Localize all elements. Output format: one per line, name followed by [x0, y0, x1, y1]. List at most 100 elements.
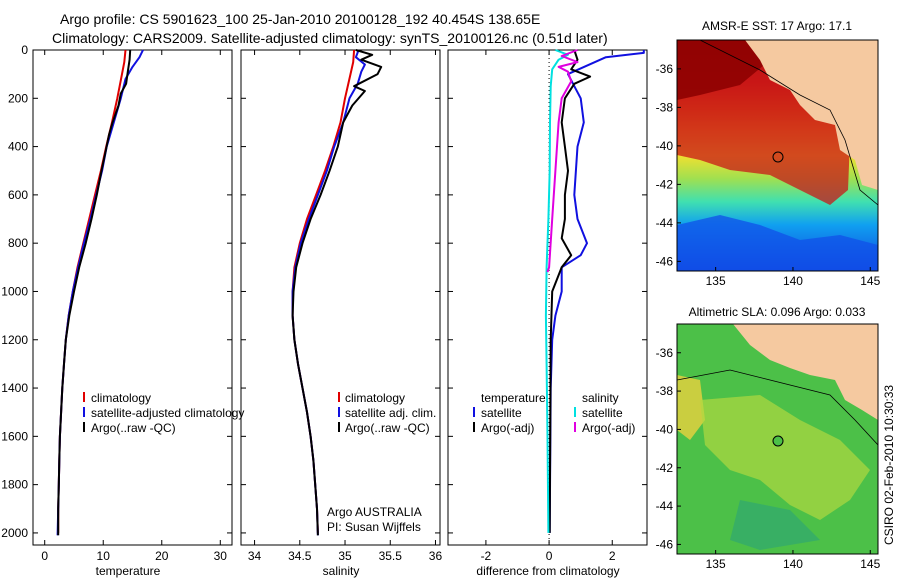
- sla-map-frame: [676, 323, 879, 555]
- annotation-argo-australia: Argo AUSTRALIA: [327, 505, 422, 519]
- temperature-legend: climatology satellite-adjusted climatolo…: [83, 391, 244, 435]
- sst-argo-marker: [772, 151, 784, 163]
- legend-label-satellite: satellite adj. clim.: [345, 406, 436, 420]
- x-tick-label: 0: [546, 549, 553, 563]
- x-tick-label: 36: [429, 549, 443, 563]
- map-x-tick-label: 140: [783, 274, 803, 288]
- legend-label-sal-satellite: satellite: [582, 406, 623, 420]
- map-y-tick-label: -42: [656, 177, 674, 191]
- credit-label: CSIRO 02-Feb-2010 10:30:33: [882, 385, 896, 545]
- y-tick-label: 800: [8, 236, 28, 250]
- map-x-tick-label: 135: [706, 274, 726, 288]
- y-tick-label: 600: [8, 188, 28, 202]
- legend-header-salinity: salinity: [582, 391, 619, 405]
- sst-map-title: AMSR-E SST: 17 Argo: 17.1: [702, 19, 852, 33]
- map-x-tick-label: 135: [706, 557, 726, 571]
- x-tick-label: -2: [481, 549, 492, 563]
- series-line-satellite-adj-clim: [291, 49, 366, 536]
- sla-high-blob: [677, 375, 705, 440]
- x-tick-label: 35: [338, 549, 352, 563]
- map-x-tick-label: 145: [860, 557, 880, 571]
- map-x-tick-label: 140: [783, 557, 803, 571]
- y-tick-label: 1400: [1, 381, 28, 395]
- sla-coastline: [677, 369, 878, 446]
- difference-xlabel: difference from climatology: [476, 564, 619, 578]
- title-line2: Climatology: CARS2009. Satellite-adjuste…: [52, 30, 608, 46]
- sst-cold-patch: [677, 215, 878, 271]
- legend-label-temp-satellite: satellite: [481, 406, 522, 420]
- sla-low-patch: [730, 500, 820, 550]
- map-y-tick-label: -38: [656, 100, 674, 114]
- map-y-tick-label: -36: [656, 346, 674, 360]
- y-tick-label: 1800: [1, 478, 28, 492]
- x-tick-label: 35.5: [379, 549, 403, 563]
- series-line-argo-raw-qc: [57, 49, 132, 536]
- y-tick-label: 1200: [1, 333, 28, 347]
- x-tick-label: 10: [97, 549, 111, 563]
- temperature-axes: [32, 49, 233, 546]
- series-line-satellite-adjusted-climatology: [56, 49, 144, 536]
- map-y-tick-label: -40: [656, 422, 674, 436]
- title-line1: Argo profile: CS 5901623_100 25-Jan-2010…: [60, 11, 540, 27]
- series-line-argo-raw-qc: [291, 49, 383, 536]
- legend-label-climatology: climatology: [91, 391, 151, 405]
- sst-map-frame: [676, 39, 879, 272]
- x-tick-label: 0: [41, 549, 48, 563]
- series-line-climatology: [57, 49, 127, 533]
- map-y-tick-label: -46: [656, 254, 674, 268]
- temperature-plot: 0 10 20 30: [33, 49, 232, 563]
- map-y-tick-label: -40: [656, 139, 674, 153]
- salinity-plot: 34 34.5 35 35.5 36: [241, 49, 443, 563]
- annotation-pi: PI: Susan Wijffels: [327, 520, 421, 534]
- y-tick-label: 200: [8, 91, 28, 105]
- map-y-tick-label: -38: [656, 384, 674, 398]
- sla-argo-marker: [772, 435, 784, 447]
- depth-tick-labels: 0 200 400 600 800 1000 1200 1400 1600 1800 2000: [1, 43, 28, 540]
- series-line-temperature-satellite: [548, 50, 645, 533]
- salinity-xlabel: salinity: [323, 564, 360, 578]
- map-y-tick-label: -36: [656, 62, 674, 76]
- y-tick-label: 1600: [1, 429, 28, 443]
- x-tick-label: 2: [609, 549, 616, 563]
- x-tick-label: 20: [155, 549, 169, 563]
- map-y-tick-label: -42: [656, 461, 674, 475]
- legend-label-argo: Argo(..raw -QC): [345, 421, 430, 435]
- difference-plot: -2 0 2: [448, 49, 647, 563]
- x-tick-label: 30: [214, 549, 228, 563]
- legend-label-sal-argo: Argo(-adj): [582, 421, 635, 435]
- y-tick-label: 2000: [1, 526, 28, 540]
- sla-mid-band: [700, 395, 870, 520]
- salinity-axes: [240, 49, 441, 546]
- sst-dark-core: [677, 40, 770, 100]
- series-line-salinity-argo-adj: [546, 49, 579, 273]
- y-tick-label: 400: [8, 140, 28, 154]
- legend-header-temperature: temperature: [481, 391, 546, 405]
- salinity-legend: climatology satellite adj. clim. Argo(..…: [327, 391, 436, 534]
- legend-label-temp-argo: Argo(-adj): [481, 421, 534, 435]
- sla-map-title: Altimetric SLA: 0.096 Argo: 0.033: [689, 305, 866, 319]
- sst-coastline: [699, 40, 878, 206]
- map-y-tick-label: -46: [656, 537, 674, 551]
- legend-label-argo: Argo(..raw -QC): [91, 421, 176, 435]
- map-y-tick-label: -44: [656, 499, 674, 513]
- map-tick-labels: 135 140 145 -36 -38 -40 -42 -44 -46 135 140 145 -36 -…: [656, 62, 881, 571]
- y-tick-label: 1000: [1, 284, 28, 298]
- x-tick-label: 34: [248, 549, 262, 563]
- sla-map: [677, 324, 878, 554]
- series-line-temperature-argo-adj: [548, 49, 592, 533]
- legend-label-climatology: climatology: [345, 391, 405, 405]
- temperature-xlabel: temperature: [96, 564, 161, 578]
- y-tick-label: 0: [21, 43, 28, 57]
- sst-map: [677, 40, 878, 271]
- difference-axes: [447, 49, 648, 546]
- x-tick-label: 34.5: [288, 549, 312, 563]
- map-x-tick-label: 145: [860, 274, 880, 288]
- sst-land: [745, 40, 878, 190]
- series-line-climatology: [291, 49, 356, 533]
- map-y-tick-label: -44: [656, 216, 674, 230]
- legend-label-satellite: satellite-adjusted climatology: [91, 406, 244, 420]
- series-line-salinity-satellite: [544, 49, 569, 533]
- difference-legend: temperature salinity satellite Argo(-adj…: [473, 391, 635, 435]
- sla-land: [733, 324, 878, 420]
